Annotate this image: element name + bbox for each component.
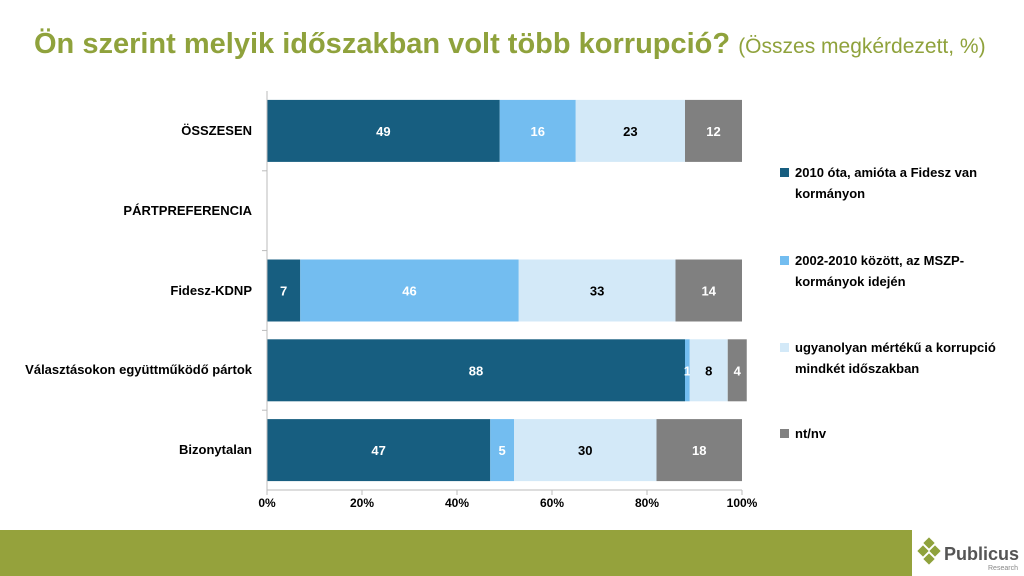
bar-segment — [656, 419, 742, 482]
bar-segment — [727, 339, 747, 402]
legend-label: 2002-2010 között, az MSZP-kormányok idej… — [795, 253, 965, 289]
logo-tagline: Research — [988, 565, 1018, 572]
legend-label: nt/nv — [795, 426, 827, 441]
data-label: 14 — [702, 284, 717, 299]
category-label: Bizonytalan — [179, 442, 252, 458]
bar-segment — [685, 339, 690, 402]
x-tick-label: 100% — [727, 496, 758, 510]
category-label: Fidesz-KDNP — [170, 282, 252, 298]
legend-item: ugyanolyan mértékű a korrupció mindkét i… — [780, 337, 1010, 379]
legend-swatch — [780, 343, 789, 352]
title-text: Ön szerint melyik időszakban volt több k… — [34, 28, 731, 60]
bar-segment — [675, 259, 742, 322]
data-label: 16 — [531, 124, 545, 139]
footer-bar — [0, 530, 912, 576]
data-label: 23 — [623, 124, 637, 139]
legend-swatch — [780, 168, 789, 177]
data-label: 18 — [692, 443, 706, 458]
chart-title: Ön szerint melyik időszakban volt több k… — [34, 28, 986, 61]
legend-label: ugyanolyan mértékű a korrupció mindkét i… — [795, 340, 996, 376]
data-label: 47 — [371, 443, 385, 458]
x-tick-label: 0% — [258, 496, 276, 510]
bar-segment — [575, 99, 685, 162]
legend-item: nt/nv — [780, 423, 1010, 444]
data-label: 88 — [469, 363, 483, 378]
category-label: ÖSSZESEN — [181, 122, 252, 138]
x-tick-label: 40% — [445, 496, 469, 510]
bar-segment — [685, 99, 742, 162]
bar-segment — [499, 99, 576, 162]
bar-segment — [267, 259, 301, 322]
logo-text: Publicus — [944, 544, 1019, 564]
legend-label: 2010 óta, amióta a Fidesz van kormányon — [795, 165, 978, 201]
data-label: 7 — [280, 284, 287, 299]
data-label: 5 — [499, 443, 506, 458]
x-tick-label: 80% — [635, 496, 659, 510]
data-label: 30 — [578, 443, 592, 458]
x-tick-label: 20% — [350, 496, 374, 510]
publicus-logo: Publicus Research — [917, 537, 1019, 572]
legend-swatch — [780, 429, 789, 438]
bar-segment — [267, 339, 685, 402]
data-label: 1 — [684, 363, 691, 378]
legend-swatch — [780, 256, 789, 265]
legend-item: 2002-2010 között, az MSZP-kormányok idej… — [780, 250, 1010, 292]
data-label: 33 — [590, 284, 604, 299]
bar-segment — [267, 99, 500, 162]
category-label: Választásokon együttműködő pártok — [25, 362, 252, 378]
data-label: 8 — [705, 363, 712, 378]
bar-segment — [689, 339, 728, 402]
data-label: 49 — [376, 124, 390, 139]
bar-segment — [490, 419, 514, 482]
bar-segment — [518, 259, 676, 322]
x-tick-label: 60% — [540, 496, 564, 510]
bar-segment — [267, 419, 491, 482]
data-label: 4 — [734, 363, 742, 378]
data-label: 46 — [402, 284, 416, 299]
bar-segment — [514, 419, 657, 482]
category-label: PÁRTPREFERENCIA — [123, 202, 252, 218]
legend-item: 2010 óta, amióta a Fidesz van kormányon — [780, 162, 1010, 204]
data-label: 12 — [706, 124, 720, 139]
bar-segment — [300, 259, 519, 322]
subtitle-text: (Összes megkérdezett, %) — [738, 35, 986, 58]
